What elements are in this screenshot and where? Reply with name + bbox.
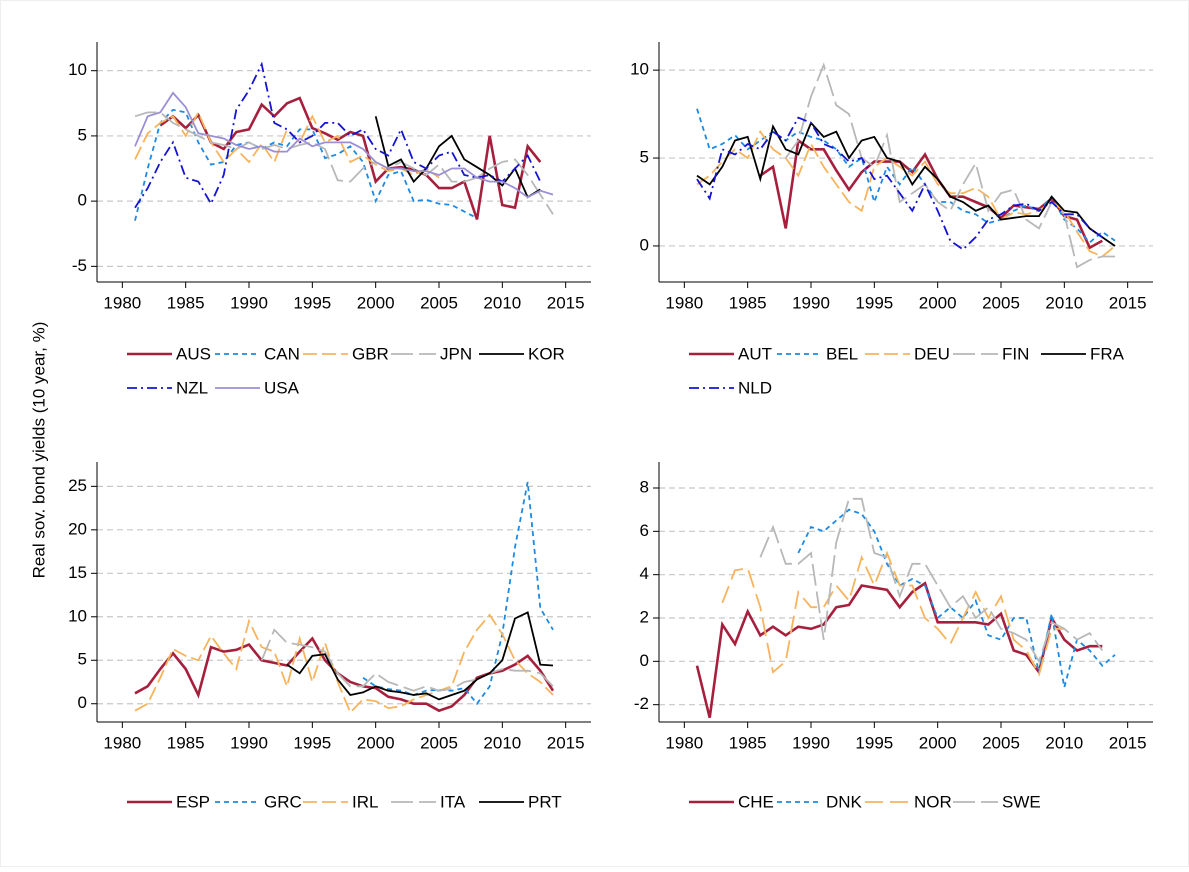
x-tick-label: 1990 — [230, 733, 268, 752]
y-tick-label: -5 — [72, 256, 87, 275]
legend-label: ESP — [176, 792, 210, 811]
legend-label: ITA — [440, 792, 466, 811]
x-tick-label: 2010 — [483, 733, 521, 752]
y-tick-label: 25 — [68, 476, 87, 495]
y-tick-label: 5 — [640, 148, 649, 167]
x-tick-label: 1995 — [293, 733, 331, 752]
x-tick-label: 2005 — [982, 733, 1020, 752]
y-tick-label: 10 — [630, 60, 649, 79]
legend-label: AUT — [738, 344, 772, 363]
x-tick-label: 1985 — [167, 733, 205, 752]
legend-label: CAN — [264, 344, 300, 363]
x-tick-label: 2000 — [357, 733, 395, 752]
x-tick-label: 1980 — [103, 293, 141, 312]
x-tick-label: 2005 — [420, 293, 458, 312]
legend-label: DEU — [914, 344, 950, 363]
legend-label: PRT — [528, 792, 562, 811]
legend-label: SWE — [1002, 792, 1041, 811]
x-tick-label: 2005 — [982, 293, 1020, 312]
series-line — [134, 110, 440, 179]
y-tick-label: 0 — [78, 191, 87, 210]
series-line — [696, 116, 1103, 251]
series-line — [286, 611, 554, 701]
x-tick-label: 1985 — [729, 293, 767, 312]
series-line — [362, 481, 554, 706]
series-line — [159, 96, 542, 220]
x-tick-label: 2015 — [547, 733, 585, 752]
x-tick-label: 2000 — [357, 293, 395, 312]
series-line — [134, 613, 554, 715]
x-tick-label: 1990 — [230, 293, 268, 312]
x-tick-label: 2000 — [919, 293, 957, 312]
y-tick-label: 10 — [68, 606, 87, 625]
x-tick-label: 1985 — [167, 293, 205, 312]
legend-label: FIN — [1002, 344, 1029, 363]
x-tick-label: 1985 — [729, 733, 767, 752]
y-axis-label: Real sov. bond yields (10 year, %) — [29, 322, 48, 579]
x-tick-label: 1990 — [792, 733, 830, 752]
y-tick-label: 10 — [68, 60, 87, 79]
legend-label: GBR — [352, 344, 389, 363]
legend-label: USA — [264, 378, 300, 397]
y-tick-label: 0 — [640, 651, 649, 670]
legend-label: NZL — [176, 378, 208, 397]
legend-label: CHE — [738, 792, 774, 811]
series-line — [134, 61, 542, 209]
x-tick-label: 2015 — [1109, 733, 1147, 752]
x-tick-label: 2005 — [420, 733, 458, 752]
series-line — [260, 628, 554, 692]
x-tick-label: 2010 — [483, 293, 521, 312]
legend-label: NOR — [914, 792, 952, 811]
series-line — [134, 111, 554, 215]
x-tick-label: 2015 — [1109, 293, 1147, 312]
series-line — [134, 91, 554, 199]
legend-label: BEL — [826, 344, 858, 363]
x-tick-label: 2000 — [919, 733, 957, 752]
y-tick-label: 20 — [68, 519, 87, 538]
legend-label: IRL — [352, 792, 378, 811]
x-tick-label: 1995 — [855, 733, 893, 752]
y-tick-label: 8 — [640, 477, 649, 496]
x-tick-label: 2010 — [1045, 293, 1083, 312]
y-tick-label: 0 — [640, 235, 649, 254]
y-tick-label: 15 — [68, 563, 87, 582]
x-tick-label: 2010 — [1045, 733, 1083, 752]
legend-label: KOR — [528, 344, 565, 363]
series-line — [696, 108, 1116, 244]
legend-label: DNK — [826, 792, 863, 811]
x-tick-label: 1990 — [792, 293, 830, 312]
y-tick-label: 0 — [78, 693, 87, 712]
legend-label: NLD — [738, 378, 772, 397]
x-tick-label: 1995 — [293, 293, 331, 312]
y-tick-label: 5 — [78, 125, 87, 144]
legend-label: GRC — [264, 792, 302, 811]
x-tick-label: 2015 — [547, 293, 585, 312]
legend-label: JPN — [440, 344, 472, 363]
y-tick-label: 4 — [640, 564, 649, 583]
series-line — [721, 550, 1065, 677]
x-tick-label: 1980 — [103, 733, 141, 752]
legend-label: FRA — [1090, 344, 1125, 363]
x-tick-label: 1980 — [665, 293, 703, 312]
x-tick-label: 1980 — [665, 733, 703, 752]
y-tick-label: 6 — [640, 521, 649, 540]
y-tick-label: 2 — [640, 607, 649, 626]
legend-label: AUS — [176, 344, 211, 363]
series-line — [759, 497, 1104, 664]
y-tick-label: -2 — [634, 694, 649, 713]
y-tick-label: 5 — [78, 650, 87, 669]
x-tick-label: 1995 — [855, 293, 893, 312]
